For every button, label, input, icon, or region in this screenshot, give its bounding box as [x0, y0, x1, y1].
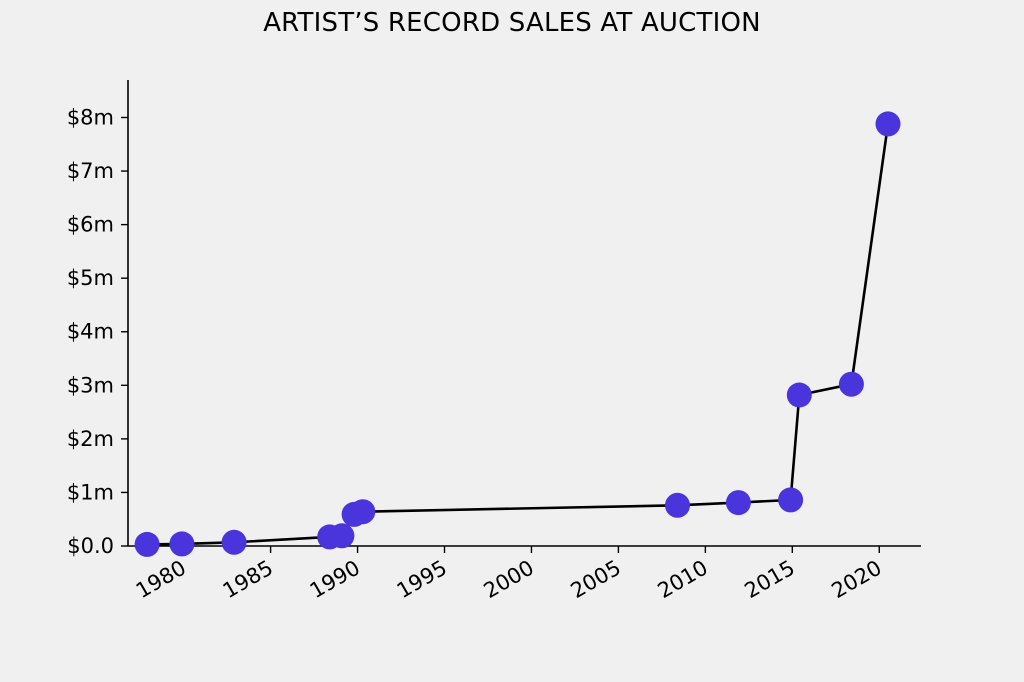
- data-point: [329, 523, 355, 549]
- data-point: [134, 531, 160, 557]
- x-tick-label: 1990: [306, 556, 364, 604]
- data-point: [725, 490, 751, 516]
- y-tick-label: $4m: [67, 320, 114, 344]
- x-tick-label: 1985: [219, 556, 277, 604]
- chart-title: ARTIST’S RECORD SALES AT AUCTION: [263, 8, 761, 38]
- x-tick-label: 2010: [654, 556, 712, 604]
- data-point: [221, 529, 247, 555]
- x-axis-ticks: 1980 1985 1990 1995 2000 2005 2010 2015 2020: [132, 546, 886, 603]
- series-layer: [134, 111, 901, 557]
- series-line: [147, 123, 890, 546]
- y-axis-ticks: $0.0 $1m $2m $3m $4m $5m $6m $7m $8m: [67, 105, 128, 558]
- y-tick-label: $7m: [67, 159, 114, 183]
- y-tick-label: $0.0: [67, 534, 114, 558]
- y-tick-label: $1m: [67, 480, 114, 504]
- data-point: [875, 111, 901, 137]
- x-tick-label: 2005: [567, 556, 625, 604]
- data-point: [350, 499, 376, 525]
- y-tick-label: $5m: [67, 266, 114, 290]
- x-tick-label: 1980: [132, 556, 190, 604]
- x-tick-label: 2000: [480, 556, 538, 604]
- axes: [127, 80, 921, 547]
- data-point: [786, 382, 812, 408]
- data-point: [665, 492, 690, 518]
- data-point: [838, 371, 864, 397]
- y-tick-label: $2m: [67, 427, 114, 451]
- y-tick-label: $6m: [67, 213, 114, 237]
- data-point: [778, 487, 804, 513]
- x-tick-label: 2015: [741, 556, 799, 604]
- y-tick-label: $3m: [67, 373, 114, 397]
- data-point: [169, 531, 195, 557]
- x-tick-label: 1995: [393, 556, 451, 604]
- x-tick-label: 2020: [827, 556, 885, 604]
- y-tick-label: $8m: [67, 105, 114, 129]
